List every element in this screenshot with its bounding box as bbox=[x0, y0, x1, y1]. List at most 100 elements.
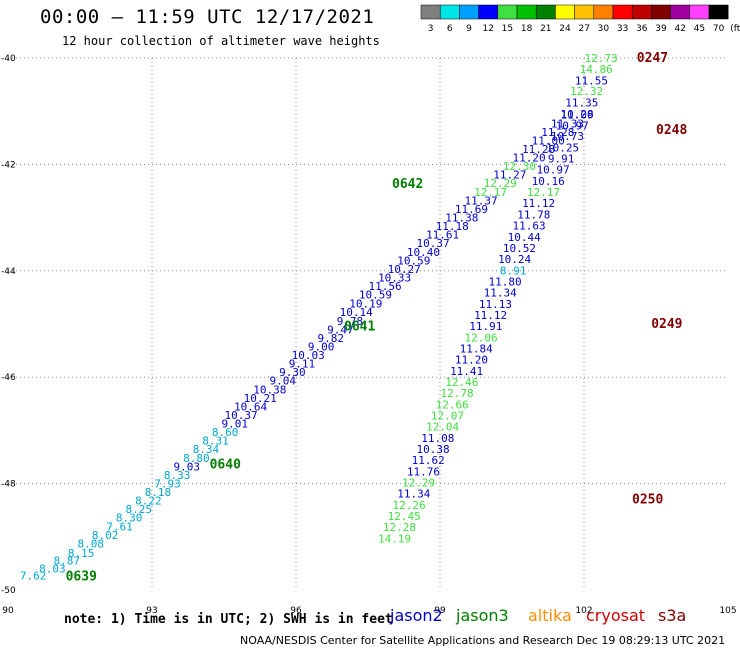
data-point: 11.12 bbox=[522, 197, 555, 210]
data-point: 11.18 bbox=[436, 220, 469, 233]
data-point: 10.44 bbox=[508, 231, 541, 244]
data-point: 11.34 bbox=[397, 488, 430, 501]
colorbar-swatch bbox=[535, 4, 556, 20]
data-point: 10.97 bbox=[556, 120, 589, 133]
data-point: 10.38 bbox=[416, 443, 449, 456]
data-point: 10.27 bbox=[388, 263, 421, 276]
chart-title: 00:00 – 11:59 UTC 12/17/2021 bbox=[40, 6, 375, 28]
data-point: 10.28 bbox=[560, 108, 593, 121]
data-point: 10.14 bbox=[340, 306, 373, 319]
data-point: 7.62 bbox=[20, 570, 47, 583]
data-point: 9.04 bbox=[270, 374, 297, 387]
colorbar-label: 18 bbox=[521, 24, 533, 34]
data-point: 8.34 bbox=[193, 443, 220, 456]
time-label: 0249 bbox=[651, 317, 682, 332]
data-point: 10.16 bbox=[532, 175, 565, 188]
colorbar-swatch bbox=[708, 4, 729, 20]
legend-entry-jason2: jason2 bbox=[390, 606, 443, 625]
colorbar-label: 9 bbox=[466, 24, 472, 34]
y-tick-label: -50 bbox=[1, 586, 16, 596]
data-point: 12.45 bbox=[388, 510, 421, 523]
data-point: 10.37 bbox=[224, 409, 257, 422]
data-point: 12.29 bbox=[402, 477, 435, 490]
data-point: 8.30 bbox=[116, 512, 143, 525]
data-point: 14.86 bbox=[580, 63, 613, 76]
data-point: 11.62 bbox=[412, 454, 445, 467]
data-point: 12.28 bbox=[383, 521, 416, 534]
data-point: 12.07 bbox=[431, 410, 464, 423]
data-point: 11.37 bbox=[464, 195, 497, 208]
colorbar-swatch bbox=[555, 4, 575, 20]
colorbar-label: 3 bbox=[428, 24, 434, 34]
colorbar-label: 15 bbox=[502, 24, 513, 34]
data-point: 10.40 bbox=[407, 246, 440, 259]
data-point: 8.25 bbox=[126, 503, 153, 516]
time-label: 0250 bbox=[632, 493, 663, 508]
data-point: 8.31 bbox=[202, 435, 229, 448]
data-point: 8.02 bbox=[92, 529, 119, 542]
chart-subtitle: 12 hour collection of altimeter wave hei… bbox=[62, 34, 380, 48]
x-tick-label: 96 bbox=[290, 606, 302, 616]
time-label: 0640 bbox=[210, 457, 241, 472]
data-point: 12.30 bbox=[503, 160, 536, 173]
time-label: 0641 bbox=[344, 320, 375, 335]
data-point: 8.60 bbox=[212, 426, 239, 439]
colorbar-swatch bbox=[516, 4, 537, 20]
data-point: 10.73 bbox=[551, 130, 584, 143]
colorbar-label: 12 bbox=[482, 24, 493, 34]
data-point: 8.80 bbox=[183, 452, 210, 465]
data-point: 11.35 bbox=[565, 97, 598, 110]
axes: 90 93 96 99 102 105 -40 -42 -44 -46 -48 -50 bbox=[1, 54, 737, 616]
data-point: 9.03 bbox=[174, 461, 201, 474]
data-point: 12.17 bbox=[474, 186, 507, 199]
data-point: 8.91 bbox=[500, 264, 527, 277]
data-point: 8.15 bbox=[68, 547, 95, 560]
data-point: 11.28 bbox=[522, 143, 555, 156]
data-point: 11.00 bbox=[532, 134, 565, 147]
colorbar-label: 21 bbox=[540, 24, 551, 34]
data-point: 12.66 bbox=[436, 398, 469, 411]
data-point: 11.28 bbox=[541, 126, 574, 139]
colorbar-label: 24 bbox=[559, 24, 571, 34]
colorbar-unit: (ft) bbox=[730, 24, 740, 34]
data-point: 11.80 bbox=[488, 275, 521, 288]
colorbar-swatch bbox=[574, 4, 595, 20]
data-point: 8.03 bbox=[39, 563, 66, 576]
data-point: 11.09 bbox=[560, 108, 593, 121]
colorbar-label: 33 bbox=[617, 24, 628, 34]
x-tick-label: 93 bbox=[146, 606, 157, 616]
colorbar-label: 36 bbox=[636, 24, 648, 34]
colorbar-swatch bbox=[651, 4, 671, 20]
data-point: 14.19 bbox=[378, 532, 411, 545]
data-point: 10.24 bbox=[498, 253, 531, 266]
data-point: 8.22 bbox=[135, 495, 162, 508]
data-point: 10.97 bbox=[536, 164, 569, 177]
data-points: 7.628.038.878.158.088.027.618.308.258.22… bbox=[20, 52, 618, 583]
data-point: 8.08 bbox=[78, 538, 105, 551]
data-point: 9.00 bbox=[308, 340, 335, 353]
x-tick-label: 90 bbox=[2, 606, 14, 616]
legend-entry-s3a: s3a bbox=[658, 606, 687, 625]
data-point: 9.30 bbox=[279, 366, 306, 379]
data-point: 11.13 bbox=[479, 298, 512, 311]
data-point: 10.03 bbox=[292, 349, 325, 362]
colorbar-swatch bbox=[420, 4, 441, 20]
data-point: 12.73 bbox=[584, 52, 617, 65]
data-point: 11.08 bbox=[421, 432, 454, 445]
data-point: 10.59 bbox=[397, 255, 430, 268]
colorbar-label: 27 bbox=[578, 24, 589, 34]
data-point: 11.91 bbox=[469, 320, 502, 333]
colorbar-swatch bbox=[593, 4, 614, 20]
colorbar-swatch bbox=[439, 4, 460, 20]
data-point: 10.19 bbox=[349, 297, 382, 310]
data-point: 9.47 bbox=[327, 323, 354, 336]
data-point: 11.20 bbox=[512, 151, 545, 164]
y-tick-label: -40 bbox=[1, 54, 16, 64]
data-point: 10.21 bbox=[244, 392, 277, 405]
data-point: 9.82 bbox=[318, 332, 345, 345]
data-point: 11.41 bbox=[450, 365, 483, 378]
data-point: 12.29 bbox=[484, 177, 517, 190]
colorbar-swatch bbox=[612, 4, 633, 20]
colorbar-swatch bbox=[459, 4, 479, 20]
